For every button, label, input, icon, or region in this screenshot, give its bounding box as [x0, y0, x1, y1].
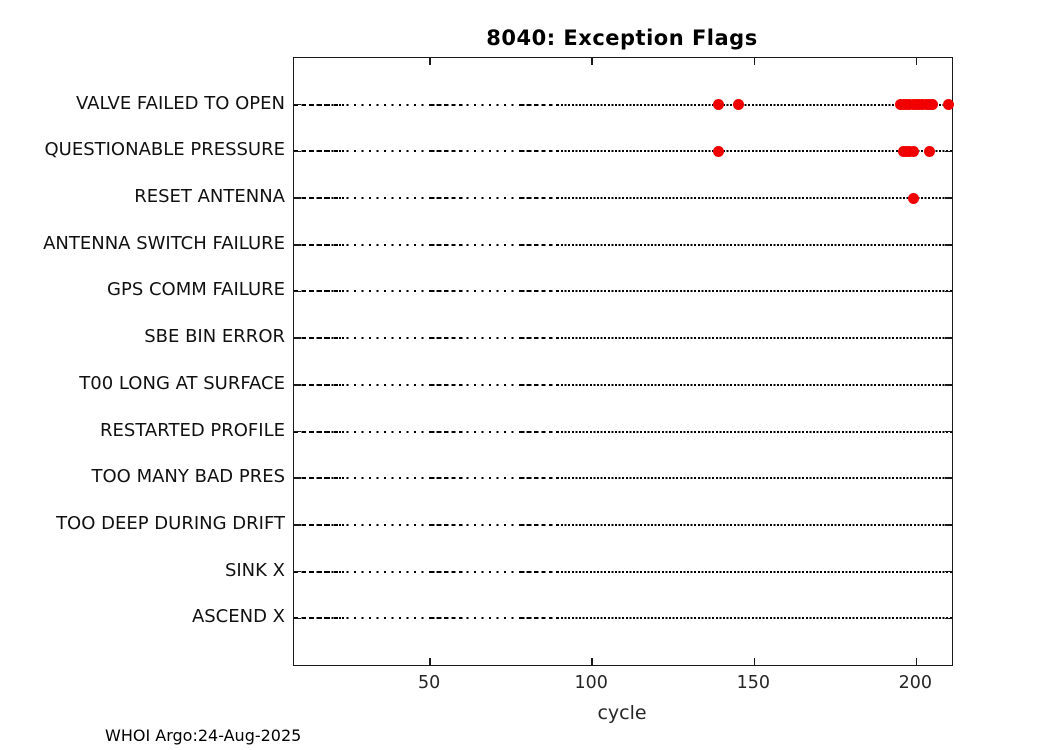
data-point: [943, 99, 955, 111]
data-point: [907, 145, 919, 157]
row-dotted-line: [294, 430, 952, 433]
x-axis-tick-label: 50: [417, 673, 441, 693]
row-dotted-line: [294, 103, 952, 106]
y-axis-tick-right: [945, 524, 952, 526]
y-axis-tick-right: [945, 150, 952, 153]
y-axis-tick-right: [945, 430, 952, 433]
x-axis-tick-top: [591, 58, 593, 65]
y-axis-tick-right: [945, 570, 952, 573]
y-axis-label: ASCEND X: [191, 606, 285, 628]
y-axis-tick-left: [294, 430, 301, 433]
row-dotted-line: [294, 523, 952, 526]
y-axis-tick-left: [294, 617, 301, 620]
data-point: [923, 145, 935, 157]
x-axis-tick-bottom: [429, 658, 431, 665]
y-axis-tick-right: [945, 617, 952, 620]
y-axis-tick-left: [294, 384, 301, 386]
row-dotted-line: [294, 337, 952, 340]
y-axis-tick-left: [294, 150, 301, 153]
data-point: [713, 99, 725, 111]
plot-area: [293, 57, 955, 666]
y-axis-tick-left: [294, 244, 301, 246]
row-dotted-line: [294, 477, 952, 480]
y-axis-label: QUESTIONABLE PRESSURE: [44, 139, 285, 161]
y-axis-tick-left: [294, 290, 301, 293]
x-axis-tick-bottom: [591, 658, 593, 665]
y-axis-label: RESET ANTENNA: [134, 186, 285, 208]
y-axis-label: TOO MANY BAD PRES: [91, 466, 285, 488]
y-axis-tick-left: [294, 477, 301, 479]
y-axis-label: SBE BIN ERROR: [144, 326, 285, 348]
x-axis-tick-label: 100: [574, 673, 608, 693]
y-axis-label: GPS COMM FAILURE: [107, 279, 285, 301]
row-dotted-line: [294, 570, 952, 573]
row-dotted-line: [294, 243, 952, 246]
data-point: [732, 99, 744, 111]
row-dotted-line: [294, 617, 952, 620]
x-axis-tick-top: [429, 58, 431, 65]
y-axis-tick-right: [945, 384, 952, 386]
x-axis-tick-top: [915, 58, 918, 65]
x-axis-tick-top: [753, 58, 756, 65]
y-axis-label: ANTENNA SWITCH FAILURE: [43, 232, 285, 254]
row-dotted-line: [294, 150, 952, 153]
y-axis-tick-right: [945, 197, 952, 199]
y-axis-tick-right: [945, 290, 952, 293]
x-axis-label: cycle: [597, 702, 647, 724]
y-axis-tick-left: [294, 197, 301, 199]
data-point: [713, 145, 725, 157]
y-axis-label: VALVE FAILED TO OPEN: [76, 92, 285, 114]
data-point: [927, 99, 939, 111]
y-axis-label: T00 LONG AT SURFACE: [79, 372, 285, 394]
y-axis-label: SINK X: [224, 559, 285, 581]
data-point: [907, 192, 919, 204]
x-axis-tick-bottom: [753, 658, 756, 665]
y-axis-tick-right: [945, 477, 952, 479]
x-axis-tick-label: 200: [898, 673, 933, 693]
y-axis-tick-right: [945, 337, 952, 339]
y-axis-label: RESTARTED PROFILE: [100, 419, 285, 441]
footer-watermark: WHOI Argo:24-Aug-2025: [105, 726, 302, 745]
chart-title: 8040: Exception Flags: [486, 26, 758, 50]
y-axis-tick-right: [945, 244, 952, 246]
x-axis-tick-label: 150: [736, 673, 770, 693]
y-axis-tick-left: [294, 337, 301, 339]
row-dotted-line: [294, 383, 952, 386]
row-dotted-line: [294, 290, 952, 293]
row-dotted-line: [294, 197, 952, 200]
y-axis-tick-left: [294, 103, 301, 106]
y-axis-tick-left: [294, 524, 301, 526]
y-axis-tick-left: [294, 570, 301, 573]
y-axis-label: TOO DEEP DURING DRIFT: [56, 512, 285, 534]
x-axis-tick-bottom: [915, 658, 918, 665]
